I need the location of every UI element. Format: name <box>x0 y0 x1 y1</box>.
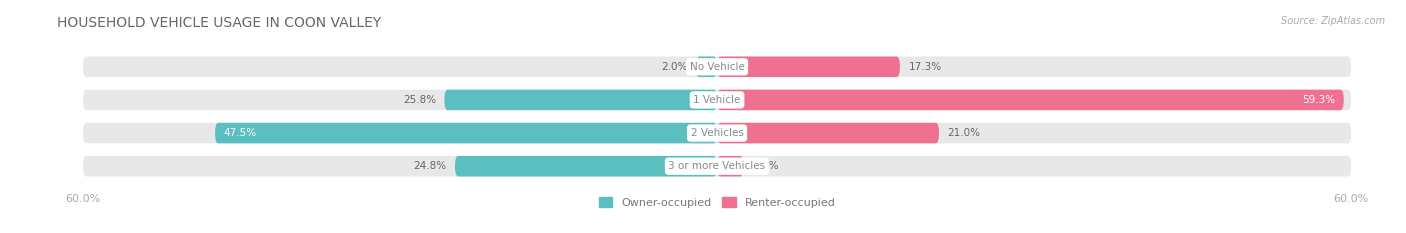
FancyBboxPatch shape <box>717 156 744 176</box>
FancyBboxPatch shape <box>83 156 1351 176</box>
Text: 17.3%: 17.3% <box>908 62 942 72</box>
Text: 2.0%: 2.0% <box>661 62 688 72</box>
Text: 47.5%: 47.5% <box>224 128 257 138</box>
FancyBboxPatch shape <box>83 123 1351 143</box>
FancyBboxPatch shape <box>444 90 717 110</box>
Text: 2.5%: 2.5% <box>752 161 779 171</box>
FancyBboxPatch shape <box>717 57 900 77</box>
FancyBboxPatch shape <box>696 57 717 77</box>
FancyBboxPatch shape <box>717 123 939 143</box>
Text: 2 Vehicles: 2 Vehicles <box>690 128 744 138</box>
FancyBboxPatch shape <box>717 90 1344 110</box>
FancyBboxPatch shape <box>215 123 717 143</box>
Text: No Vehicle: No Vehicle <box>689 62 745 72</box>
FancyBboxPatch shape <box>83 57 1351 77</box>
FancyBboxPatch shape <box>456 156 717 176</box>
Text: 24.8%: 24.8% <box>413 161 447 171</box>
Text: 25.8%: 25.8% <box>404 95 436 105</box>
Text: 1 Vehicle: 1 Vehicle <box>693 95 741 105</box>
FancyBboxPatch shape <box>83 90 1351 110</box>
Text: 3 or more Vehicles: 3 or more Vehicles <box>668 161 766 171</box>
Text: 21.0%: 21.0% <box>948 128 980 138</box>
Text: 59.3%: 59.3% <box>1302 95 1336 105</box>
Text: HOUSEHOLD VEHICLE USAGE IN COON VALLEY: HOUSEHOLD VEHICLE USAGE IN COON VALLEY <box>58 16 381 30</box>
Legend: Owner-occupied, Renter-occupied: Owner-occupied, Renter-occupied <box>595 193 839 212</box>
Text: Source: ZipAtlas.com: Source: ZipAtlas.com <box>1281 16 1385 26</box>
